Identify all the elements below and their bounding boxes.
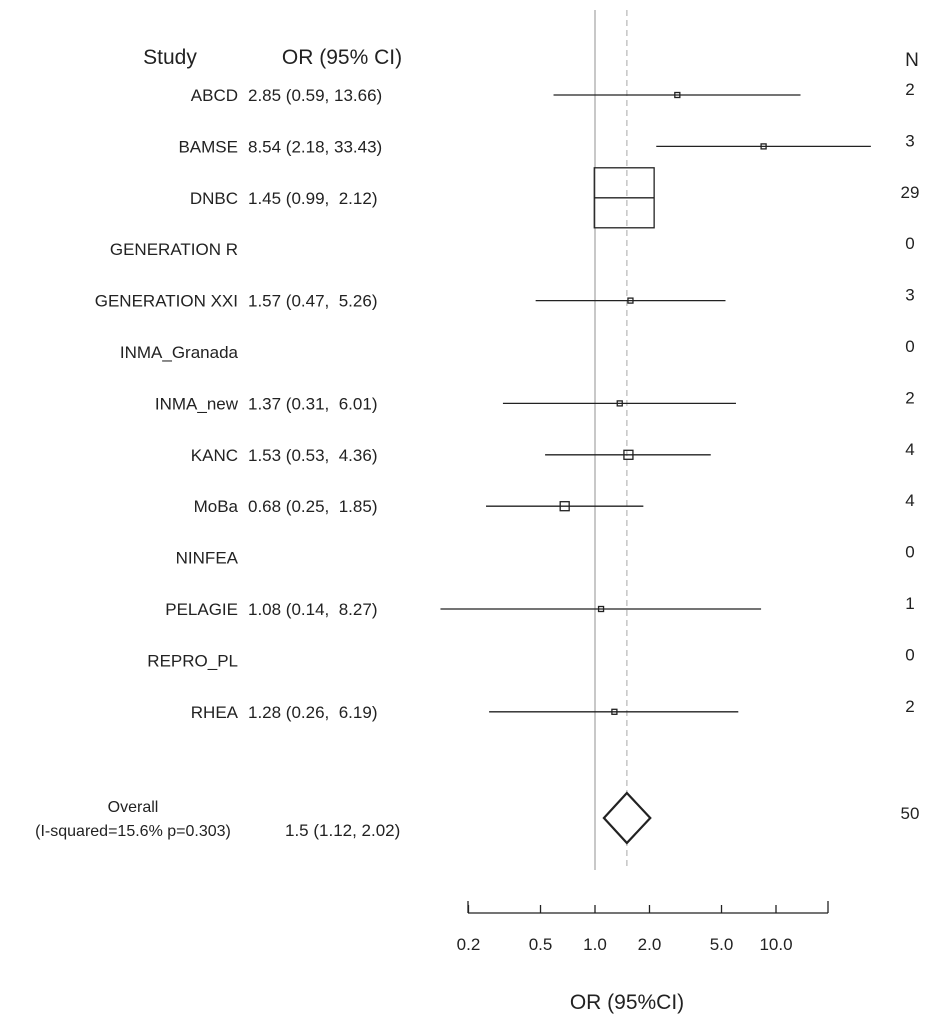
study-name: REPRO_PL [147,651,238,670]
x-axis-label: OR (95%CI) [570,991,684,1014]
study-row: ABCD 2.85 (0.59, 13.66) 2 [191,80,915,105]
header-or: OR (95% CI) [282,46,402,69]
point-estimate [611,708,618,715]
point-estimate [674,91,681,99]
study-row: GENERATION R 0 [110,234,915,259]
study-row: INMA_Granada 0 [120,337,915,362]
x-tick-label: 5.0 [710,935,734,954]
study-name: PELAGIE [165,600,238,619]
or-ci-label: 1.08 (0.14, 8.27) [248,600,377,619]
study-row: MoBa 0.68 (0.25, 1.85) 4 [194,491,915,516]
x-tick-label: 10.0 [759,935,792,954]
overall-or-ci-label: 1.5 (1.12, 2.02) [285,821,400,840]
or-ci-label: 2.85 (0.59, 13.66) [248,86,382,105]
study-name: NINFEA [176,549,239,568]
study-row: DNBC 1.45 (0.99, 2.12) 29 [190,167,920,229]
n-label: 2 [905,388,914,407]
n-label: 2 [905,80,914,99]
study-name: INMA_Granada [120,343,239,362]
study-row: GENERATION XXI 1.57 (0.47, 5.26) 3 [95,286,915,311]
or-ci-label: 8.54 (2.18, 33.43) [248,137,382,156]
point-estimate [559,501,570,512]
study-name: INMA_new [155,394,239,413]
study-row: NINFEA 0 [176,543,915,568]
study-row: BAMSE 8.54 (2.18, 33.43) 3 [178,131,914,156]
study-name: DNBC [190,189,238,208]
overall-label: Overall [108,799,159,816]
point-estimate [593,167,655,229]
study-name: GENERATION XXI [95,292,238,311]
point-estimate [623,449,634,460]
study-row: REPRO_PL 0 [147,645,914,670]
point-estimate [760,143,767,150]
or-ci-label: 1.28 (0.26, 6.19) [248,703,377,722]
n-label: 1 [905,594,914,613]
point-estimate [627,297,634,304]
n-label: 0 [905,337,914,356]
or-ci-label: 0.68 (0.25, 1.85) [248,497,377,516]
study-row: RHEA 1.28 (0.26, 6.19) 2 [191,697,915,722]
n-label: 4 [905,491,914,510]
or-ci-label: 1.53 (0.53, 4.36) [248,446,377,465]
x-tick-label: 2.0 [638,935,662,954]
or-ci-label: 1.37 (0.31, 6.01) [248,394,377,413]
or-ci-label: 1.57 (0.47, 5.26) [248,292,377,311]
x-tick-label: 0.5 [529,935,553,954]
study-row: INMA_new 1.37 (0.31, 6.01) 2 [155,388,915,413]
x-tick-label: 0.2 [457,935,481,954]
n-label: 0 [905,234,914,253]
or-ci-label: 1.45 (0.99, 2.12) [248,189,377,208]
point-estimate [597,605,605,613]
study-name: RHEA [191,703,239,722]
overall-heterogeneity: (I-squared=15.6% p=0.303) [35,823,231,840]
n-label: 3 [905,286,914,305]
x-tick-label: 1.0 [583,935,607,954]
study-name: MoBa [194,497,239,516]
study-name: GENERATION R [110,240,238,259]
n-label: 2 [905,697,914,716]
study-row: KANC 1.53 (0.53, 4.36) 4 [191,440,915,465]
study-name: KANC [191,446,238,465]
n-label: 0 [905,645,914,664]
overall-n-label: 50 [901,804,920,823]
n-label: 3 [905,131,914,150]
overall-diamond [602,791,652,845]
study-name: ABCD [191,86,238,105]
study-name: BAMSE [178,137,238,156]
n-label: 4 [905,440,914,459]
study-row: PELAGIE 1.08 (0.14, 8.27) 1 [165,594,915,619]
n-label: 0 [905,543,914,562]
n-label: 29 [901,183,920,202]
header-study: Study [143,46,197,69]
header-n: N [905,50,919,71]
point-estimate [616,400,623,407]
